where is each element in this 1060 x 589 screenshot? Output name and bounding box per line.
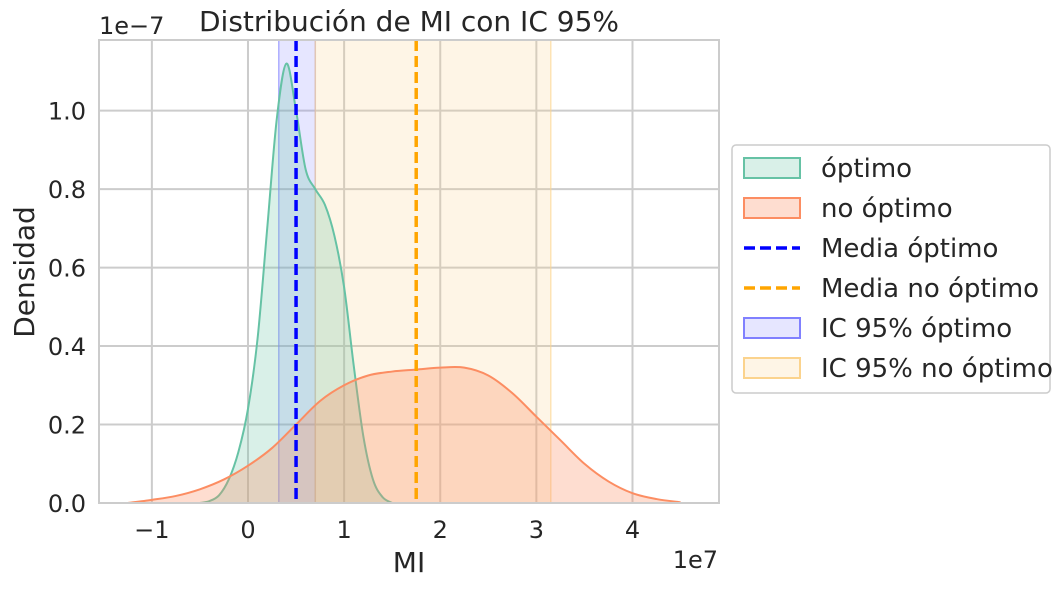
legend-item: óptimo (743, 154, 912, 184)
legend: óptimo no óptimo Media óptimo Media no ópti… (731, 144, 1053, 394)
chart-title: Distribución de MI con IC 95% (199, 5, 619, 38)
y-tick-label: 0.4 (48, 333, 86, 361)
plot-frame (98, 39, 720, 504)
legend-item: Media óptimo (744, 234, 998, 264)
legend-label: IC 95% no óptimo (821, 354, 1053, 384)
legend-label: Media óptimo (821, 234, 998, 264)
legend-label: no óptimo (821, 194, 953, 224)
legend-item: Media no óptimo (744, 274, 1039, 304)
density-line-1 (127, 365, 681, 504)
x-tick-label: −1 (134, 516, 169, 544)
legend-label: Media no óptimo (821, 274, 1039, 304)
x-offset-label: 1e7 (673, 546, 718, 574)
density-area-1 (127, 366, 681, 503)
x-tick-label: 0 (240, 516, 255, 544)
ci-band-1 (314, 39, 552, 504)
y-tick-label: 0.0 (48, 490, 86, 518)
legend-swatch (743, 317, 801, 339)
y-tick-label: 0.8 (48, 176, 86, 204)
y-tick-label: 0.2 (48, 412, 86, 440)
x-tick-label: 4 (625, 516, 640, 544)
legend-swatch (743, 357, 801, 379)
y-tick-label: 0.6 (48, 255, 86, 283)
legend-label: IC 95% óptimo (821, 314, 1012, 344)
legend-item: IC 95% óptimo (743, 314, 1012, 344)
y-tick-label: 1.0 (48, 98, 86, 126)
y-axis-label: Densidad (8, 206, 41, 338)
y-ticks: 0.0 0.2 0.4 0.6 0.8 1.0 (48, 98, 86, 518)
x-axis-label: MI (393, 546, 425, 579)
legend-frame (731, 144, 1051, 394)
legend-swatch (743, 197, 801, 219)
density-line-0 (199, 62, 393, 504)
legend-label: óptimo (821, 154, 912, 184)
x-ticks: −1 0 1 2 3 4 (134, 516, 640, 544)
legend-item: no óptimo (743, 194, 953, 224)
mean-lines (294, 40, 418, 503)
legend-swatch (743, 157, 801, 179)
y-offset-label: 1e−7 (99, 12, 164, 40)
x-tick-label: 3 (529, 516, 544, 544)
x-tick-label: 1 (336, 516, 351, 544)
x-tick-label: 2 (433, 516, 448, 544)
legend-item: IC 95% no óptimo (743, 354, 1053, 384)
